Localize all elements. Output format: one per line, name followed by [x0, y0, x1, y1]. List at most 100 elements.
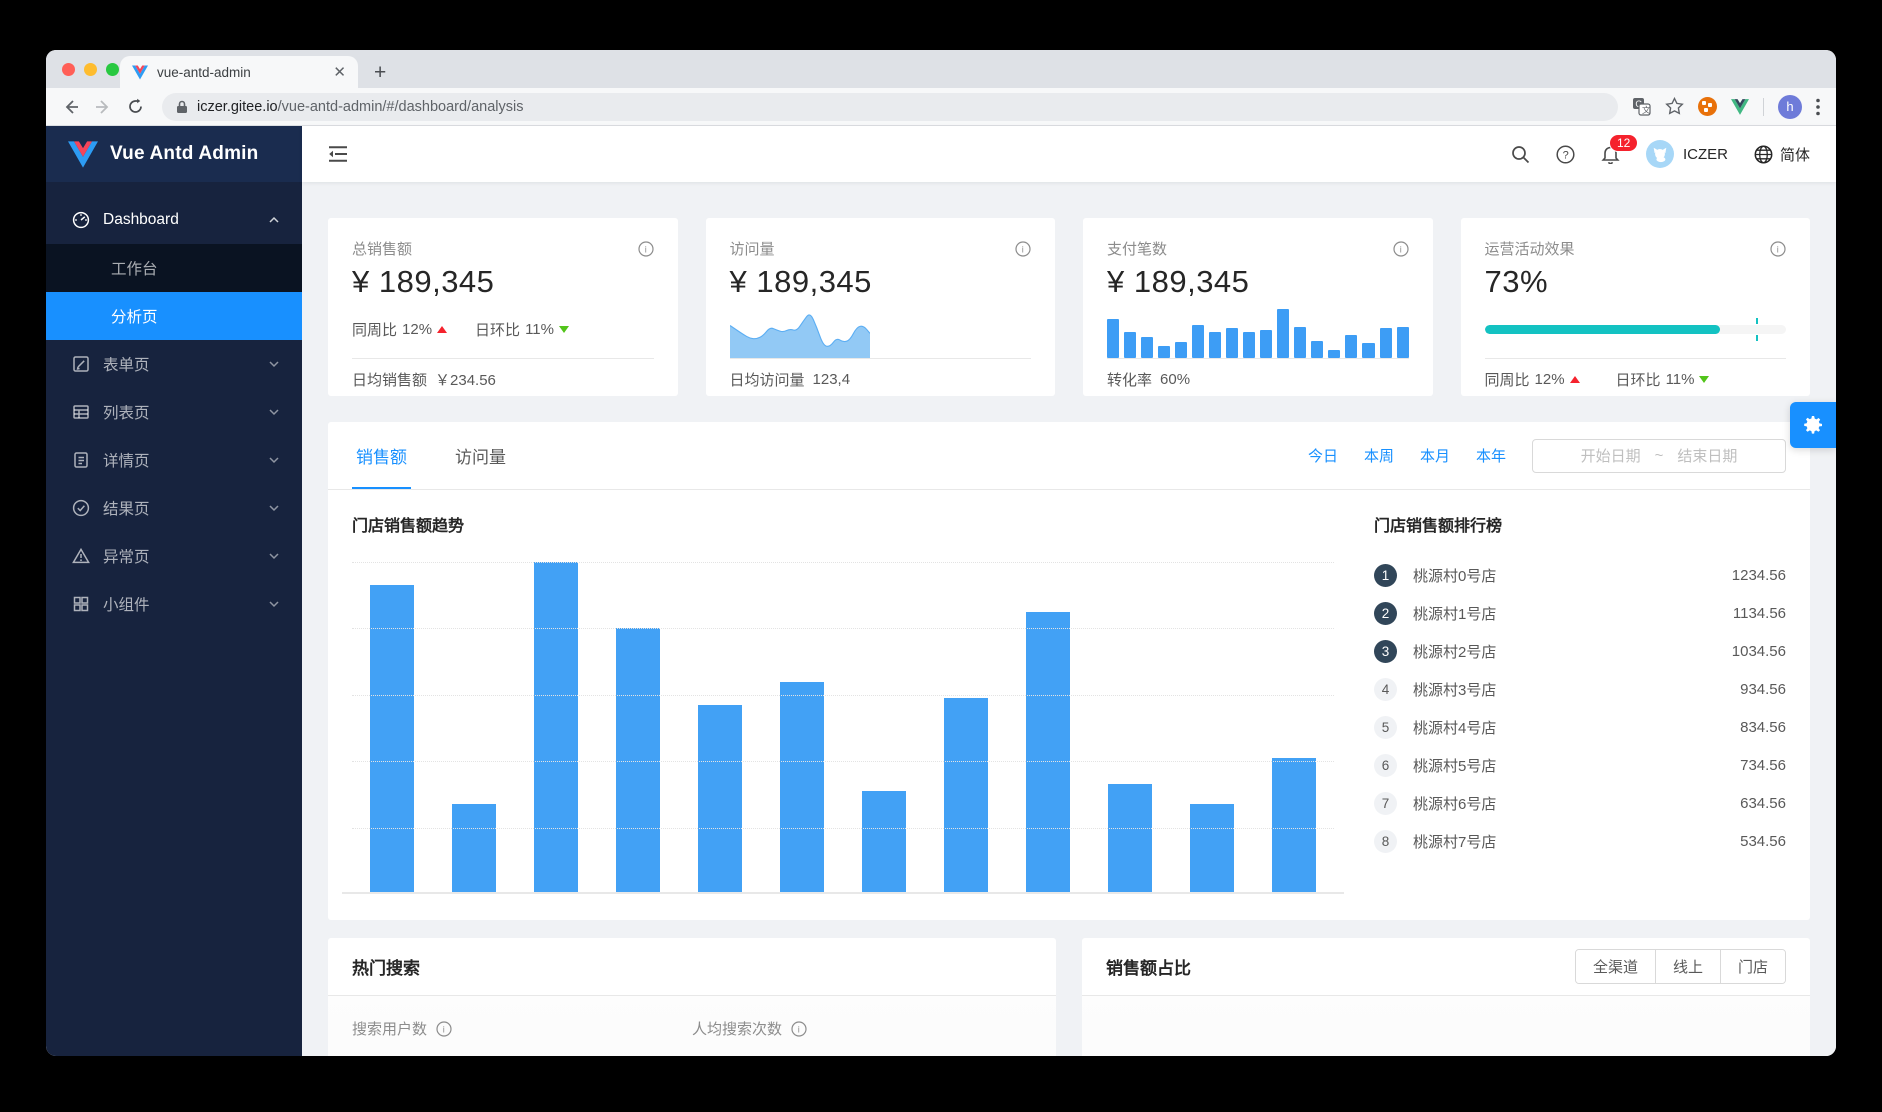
- rank-store-name: 桃源村5号店: [1413, 757, 1497, 775]
- browser-profile-avatar[interactable]: h: [1778, 94, 1802, 119]
- quick-link-1[interactable]: 本周: [1363, 448, 1394, 465]
- sidebar-subitem-工作台[interactable]: 工作台: [111, 261, 158, 278]
- extension-vue-icon[interactable]: [1731, 98, 1749, 115]
- date-range-picker[interactable]: 开始日期 ~ 结束日期: [1532, 438, 1786, 473]
- notifications-bell-icon[interactable]: 12: [1601, 134, 1639, 164]
- browser-tab[interactable]: vue-antd-admin ✕: [120, 56, 358, 88]
- app-logo[interactable]: Vue Antd Admin: [46, 126, 302, 182]
- zoom-window-button[interactable]: [106, 63, 119, 76]
- rank-store-value: 534.56: [1740, 832, 1786, 850]
- channel-option-2[interactable]: 门店: [1719, 950, 1785, 983]
- info-icon[interactable]: i: [637, 240, 654, 257]
- check-circle-icon: [72, 499, 90, 517]
- sidebar-subitem-分析页[interactable]: 分析页: [46, 292, 302, 340]
- tab-close-icon[interactable]: ✕: [333, 64, 346, 81]
- search-icon[interactable]: [1511, 145, 1530, 164]
- sales-bar: [780, 681, 824, 894]
- help-icon[interactable]: ?: [1556, 144, 1575, 164]
- address-bar[interactable]: iczer.gitee.io/vue-antd-admin/#/dashboar…: [162, 92, 1618, 121]
- stat-title: 支付笔数: [1107, 241, 1168, 258]
- close-window-button[interactable]: [62, 63, 75, 76]
- rank-row: 4 桃源村3号店 934.56: [1374, 670, 1786, 708]
- url-host: iczer.gitee.io: [197, 98, 278, 115]
- browser-tab-strip: vue-antd-admin ✕ +: [46, 50, 1836, 88]
- channel-option-1[interactable]: 线上: [1654, 950, 1720, 983]
- info-icon[interactable]: i: [436, 1020, 452, 1037]
- mini-bar: [1260, 329, 1273, 358]
- range-end-placeholder: 结束日期: [1677, 448, 1738, 465]
- quick-link-3[interactable]: 本年: [1475, 448, 1506, 465]
- language-switch[interactable]: 简体: [1754, 144, 1810, 165]
- minimize-window-button[interactable]: [84, 63, 97, 76]
- stat-card-visits: 访问量 i ¥ 189,345 日均访问量 123,4: [705, 218, 1055, 396]
- field-label: 搜索用户数 i: [352, 1018, 692, 1039]
- sidebar-item-label: 结果页: [103, 501, 150, 518]
- info-icon[interactable]: i: [1015, 240, 1031, 257]
- rank-badge: 2: [1374, 601, 1397, 625]
- sidebar-item-label: Dashboard: [103, 211, 179, 228]
- sidebar-item-结果页[interactable]: 结果页: [46, 484, 302, 532]
- sidebar-item-表单页[interactable]: 表单页: [46, 340, 302, 388]
- info-icon[interactable]: i: [791, 1020, 807, 1037]
- browser-window: vue-antd-admin ✕ + iczer.gitee.io/vue-an…: [46, 50, 1836, 1056]
- mini-bar: [1328, 350, 1341, 358]
- theme-settings-button[interactable]: [1790, 402, 1836, 448]
- appstore-icon: [72, 595, 90, 613]
- sales-tabs: 销售额 访问量: [352, 422, 510, 489]
- stat-value: ¥ 189,345: [729, 264, 872, 299]
- sales-ratio-title: 销售额占比: [1106, 959, 1191, 978]
- user-menu[interactable]: ICZER: [1645, 140, 1728, 168]
- rank-store-value: 1234.56: [1731, 566, 1786, 584]
- quick-link-0[interactable]: 今日: [1307, 448, 1338, 465]
- rank-store-value: 734.56: [1740, 756, 1786, 774]
- bookmark-star-icon[interactable]: [1665, 97, 1684, 116]
- browser-menu-icon[interactable]: [1816, 98, 1820, 116]
- sidebar-item-列表页[interactable]: 列表页: [46, 388, 302, 436]
- reload-button[interactable]: [122, 94, 148, 120]
- extension-orange-icon[interactable]: [1698, 97, 1717, 116]
- sidebar-item-Dashboard[interactable]: Dashboard: [46, 196, 302, 244]
- tab-sales[interactable]: 销售额: [352, 422, 411, 489]
- rank-row: 1 桃源村0号店 1234.56: [1374, 556, 1786, 594]
- mini-bar: [1243, 332, 1256, 358]
- mini-bar: [1226, 328, 1239, 358]
- rank-store-name: 桃源村2号店: [1413, 643, 1497, 661]
- new-tab-button[interactable]: +: [374, 61, 387, 84]
- quick-link-2[interactable]: 本月: [1419, 448, 1450, 465]
- user-avatar: [1645, 140, 1674, 168]
- sales-bar: [1026, 611, 1070, 894]
- chart-gridline: [352, 761, 1334, 763]
- browser-toolbar: iczer.gitee.io/vue-antd-admin/#/dashboar…: [46, 88, 1836, 126]
- forward-button[interactable]: [90, 94, 116, 120]
- channel-option-0[interactable]: 全渠道: [1575, 950, 1655, 983]
- rank-title: 门店销售额排行榜: [1374, 518, 1503, 535]
- sidebar-item-异常页[interactable]: 异常页: [46, 532, 302, 580]
- svg-text:i: i: [443, 1024, 445, 1034]
- mini-bar: [1141, 337, 1154, 358]
- warning-icon: [72, 547, 90, 565]
- username: ICZER: [1682, 145, 1728, 163]
- info-icon[interactable]: i: [1392, 240, 1409, 257]
- app-header: ? 12 ICZER: [302, 126, 1836, 182]
- svg-text:i: i: [1777, 244, 1779, 254]
- stat-card-activity-effect: 运营活动效果 i 73%: [1460, 218, 1810, 396]
- sales-bar-chart: [342, 562, 1344, 894]
- info-icon[interactable]: i: [1770, 240, 1786, 257]
- tab-visits[interactable]: 访问量: [455, 448, 506, 467]
- sidebar-menu: Dashboard 工作台分析页 表单页 列表页详情页结果页异常页 小组件: [46, 182, 302, 628]
- stat-footer-value: 60%: [1160, 371, 1191, 388]
- sales-bar: [698, 704, 742, 894]
- menu-fold-icon[interactable]: [328, 145, 348, 163]
- back-button[interactable]: [58, 94, 84, 120]
- rank-row: 8 桃源村7号店 534.56: [1374, 822, 1786, 860]
- hot-search-field-人均搜索次数: 人均搜索次数i2.771.2: [692, 1018, 1032, 1056]
- mini-bar: [1277, 309, 1290, 358]
- sidebar-item-详情页[interactable]: 详情页: [46, 436, 302, 484]
- sidebar-item-label: 详情页: [103, 453, 150, 470]
- sidebar-item-小组件[interactable]: 小组件: [46, 580, 302, 628]
- rank-badge: 7: [1374, 791, 1397, 815]
- sales-bar: [1190, 804, 1234, 894]
- mini-bar: [1294, 326, 1307, 358]
